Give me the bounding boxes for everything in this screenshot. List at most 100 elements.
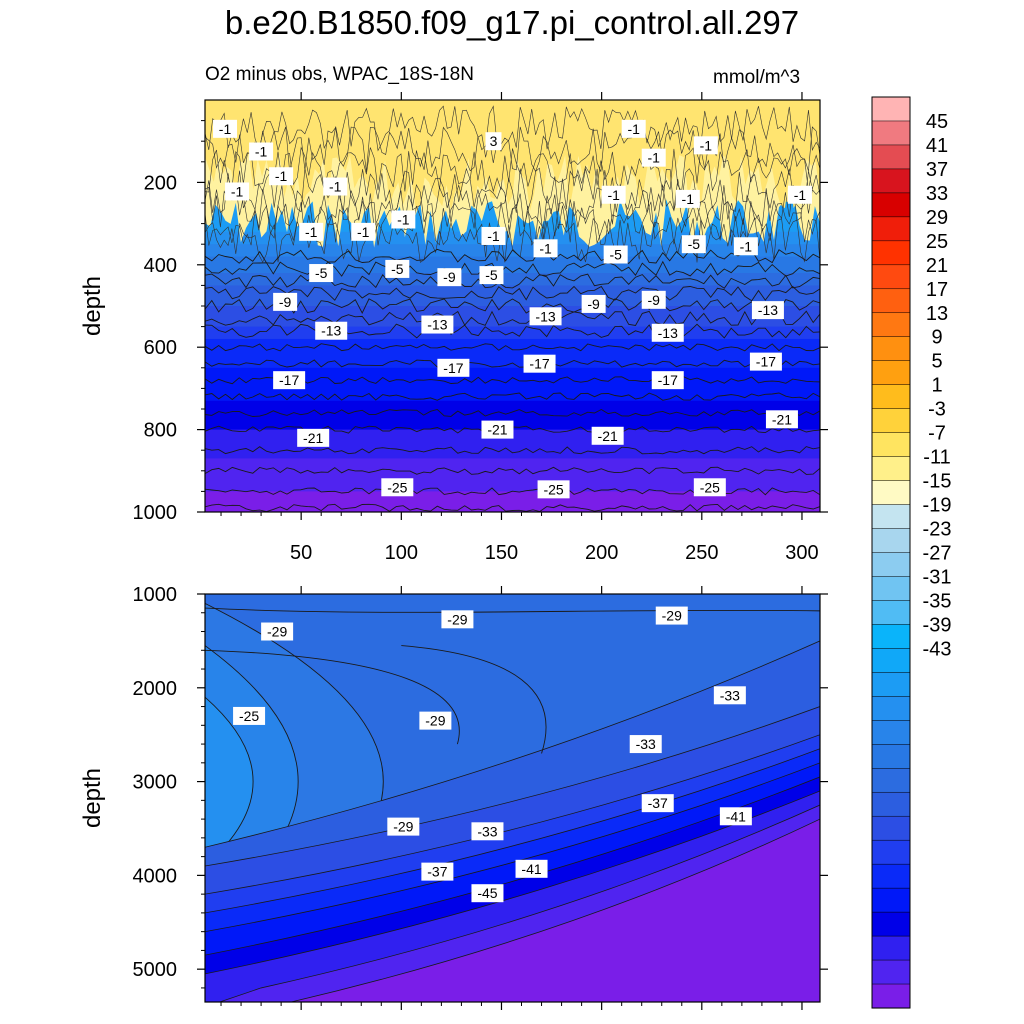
contour-label: -13 bbox=[529, 307, 562, 326]
x-tick-label: 200 bbox=[585, 542, 618, 564]
contour-label-text: -13 bbox=[427, 317, 447, 333]
contour-line bbox=[205, 466, 820, 475]
contour-label-text: -29 bbox=[447, 611, 467, 627]
colorbar-swatch bbox=[871, 144, 911, 170]
contour-label-text: -17 bbox=[756, 354, 776, 370]
contour-label-text: -1 bbox=[487, 228, 500, 244]
colorbar-swatch bbox=[871, 887, 911, 913]
field-band bbox=[205, 404, 820, 410]
colorbar-label: 33 bbox=[926, 183, 948, 205]
colorbar-label: 5 bbox=[931, 351, 942, 373]
colorbar-label: -7 bbox=[928, 423, 946, 445]
yellow-core bbox=[205, 100, 820, 211]
field-band bbox=[205, 343, 820, 349]
y-tick-label: 1000 bbox=[133, 502, 178, 524]
colorbar-swatch bbox=[871, 983, 911, 1009]
field-band bbox=[205, 314, 820, 320]
contour-label-text: -25 bbox=[239, 708, 259, 724]
field-band bbox=[205, 326, 820, 332]
contour-label: -1 bbox=[213, 119, 238, 138]
field-band bbox=[205, 371, 820, 378]
colorbar-swatch bbox=[871, 600, 911, 625]
colorbar-swatch bbox=[871, 288, 911, 314]
contour-label-text: -21 bbox=[598, 428, 618, 444]
contour-label-text: -1 bbox=[740, 238, 753, 254]
field-band bbox=[205, 273, 820, 279]
contour-line bbox=[205, 446, 820, 455]
colorbar-swatch bbox=[871, 528, 911, 554]
field-band bbox=[205, 400, 820, 406]
colorbar-swatch bbox=[871, 216, 911, 242]
field-band bbox=[205, 483, 820, 489]
field-band bbox=[205, 376, 820, 382]
field-band bbox=[205, 380, 820, 386]
contour-label-text: -1 bbox=[219, 121, 232, 137]
contour-label: -29 bbox=[419, 711, 452, 730]
contour-line bbox=[205, 359, 820, 368]
field-band bbox=[205, 244, 820, 250]
contour-label: -1 bbox=[299, 222, 324, 241]
contour-line bbox=[205, 200, 820, 247]
lower-field: -29 -29 -29 -25 -29 -33 -33 -29 -33 -37 -41 -37 -41 -… bbox=[205, 594, 820, 1002]
y-tick-label: 400 bbox=[144, 255, 177, 277]
contour-label: -1 bbox=[269, 167, 294, 186]
contour-label-text: -41 bbox=[726, 808, 746, 824]
x-tick-label: 100 bbox=[385, 542, 418, 564]
colorbar-swatch bbox=[871, 408, 911, 434]
contour-label-text: 3 bbox=[490, 133, 498, 149]
contour-label-text: -5 bbox=[485, 267, 498, 283]
colorbar-swatch bbox=[871, 504, 911, 530]
contour-line bbox=[205, 146, 820, 193]
contour-label-text: -1 bbox=[700, 137, 713, 153]
contour-label: -21 bbox=[591, 426, 624, 445]
colorbar-swatch bbox=[871, 815, 911, 841]
field-band bbox=[205, 264, 820, 270]
colorbar-label: 29 bbox=[926, 207, 948, 229]
colorbar-swatch bbox=[871, 432, 911, 458]
contour-label-text: -1 bbox=[255, 144, 268, 160]
contour-label-text: -9 bbox=[279, 294, 292, 310]
contour-label: -1 bbox=[641, 148, 666, 167]
colorbar-swatch bbox=[871, 120, 911, 146]
contour-label-text: -29 bbox=[393, 819, 413, 835]
contour-label: -1 bbox=[249, 142, 274, 161]
field-band bbox=[205, 417, 820, 423]
y-tick-label: 800 bbox=[144, 420, 177, 442]
colorbar-label: -15 bbox=[923, 471, 952, 493]
units-label: mmol/m^3 bbox=[713, 67, 801, 88]
contour-label-text: -13 bbox=[658, 325, 678, 341]
colorbar-label: -35 bbox=[923, 590, 952, 612]
colorbar-swatch bbox=[871, 696, 911, 721]
contour-label: -5 bbox=[681, 235, 706, 254]
deep-layer bbox=[284, 818, 820, 1002]
upper-field: -1-1-1-1-1-1-1-1-1-1-1-1-1-1-1-1-13-5 -5-… bbox=[205, 100, 820, 512]
colorbar-label: 45 bbox=[926, 111, 948, 133]
colorbar-swatch bbox=[871, 384, 911, 410]
field-band bbox=[205, 281, 820, 287]
contour-line bbox=[205, 105, 820, 152]
contour-label-text: -41 bbox=[521, 861, 541, 877]
contour-line bbox=[205, 298, 820, 315]
contour-label-text: -45 bbox=[477, 885, 497, 901]
contour-label: -25 bbox=[233, 706, 266, 725]
colorbar-swatch bbox=[871, 360, 911, 386]
colorbar-swatch bbox=[871, 168, 911, 194]
contour-label-text: -29 bbox=[425, 713, 445, 729]
colorbar-swatch bbox=[871, 264, 911, 290]
contour-label: -17 bbox=[749, 352, 782, 371]
contour-label: -17 bbox=[651, 371, 684, 390]
field-band bbox=[205, 396, 820, 402]
y-tick-label: 600 bbox=[144, 337, 177, 359]
field-band bbox=[205, 384, 820, 390]
y-tick-label: 2000 bbox=[133, 678, 178, 700]
contour-label: -29 bbox=[655, 606, 688, 625]
field-band bbox=[205, 301, 820, 307]
contour-label: -29 bbox=[441, 610, 474, 629]
field-band bbox=[205, 355, 820, 361]
colorbar-swatch bbox=[871, 935, 911, 961]
contour-label: -37 bbox=[641, 794, 674, 813]
contour-label: -1 bbox=[675, 189, 700, 208]
contour-label: -13 bbox=[421, 315, 454, 334]
field-band bbox=[205, 297, 820, 303]
